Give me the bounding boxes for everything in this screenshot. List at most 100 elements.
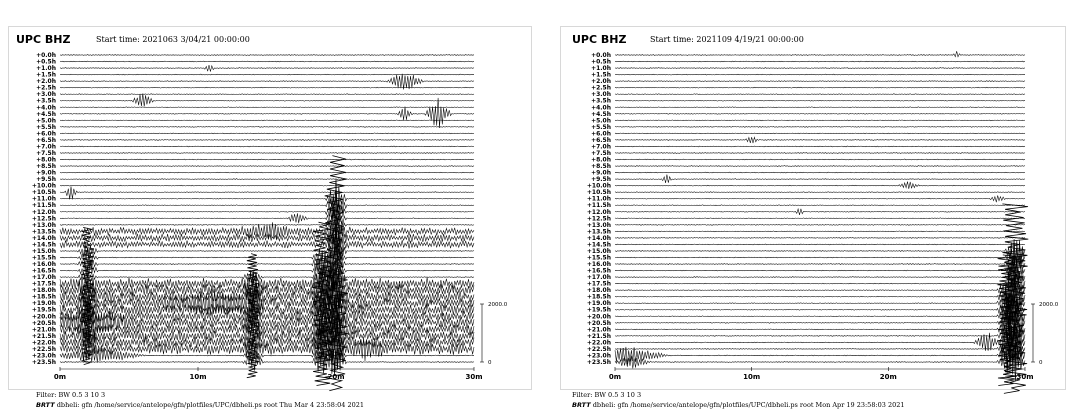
trace-line [59, 73, 475, 90]
trace-line [614, 106, 1026, 109]
row-label: +3.0h [591, 91, 611, 98]
trace-line [614, 230, 1026, 233]
trace-line [59, 299, 475, 335]
time-tick-label: 30m [465, 373, 482, 381]
trace-line [59, 347, 475, 370]
trace-line [59, 242, 475, 279]
trace-line [614, 119, 1026, 122]
station-title: UPC BHZ [572, 33, 627, 46]
row-label: +5.0h [36, 117, 56, 124]
row-label: +5.0h [591, 117, 611, 124]
row-label: +2.5h [591, 85, 611, 92]
trace-line [59, 320, 475, 351]
row-label: +6.5h [36, 137, 56, 144]
trace-line [614, 86, 1026, 89]
trace-line [614, 326, 1026, 366]
trace-line [59, 171, 475, 174]
trace-line [614, 136, 1026, 144]
row-label: +4.5h [36, 111, 56, 118]
row-label: +0.5h [591, 59, 611, 66]
footer-text: dbheli: gfn /home/service/antelope/gfn/p… [56, 401, 365, 409]
trace-line [59, 139, 475, 141]
scale-max-label: 2000.0 [1039, 302, 1059, 308]
row-label: +21.0h [587, 326, 611, 333]
row-label: +20.0h [587, 313, 611, 320]
trace-line [614, 93, 1026, 96]
row-label: +1.5h [591, 72, 611, 79]
event-spike [312, 221, 333, 386]
trace-line [614, 67, 1026, 69]
row-label: +18.5h [32, 294, 56, 301]
start-time: Start time: 2021109 4/19/21 00:00:00 [650, 35, 804, 44]
footer-line: BRTT dbheli: gfn /home/service/antelope/… [572, 401, 905, 409]
row-label: +14.0h [587, 235, 611, 242]
trace-line [59, 247, 475, 272]
trace-line [59, 158, 475, 161]
row-label: +16.0h [32, 261, 56, 268]
row-label: +23.0h [32, 352, 56, 359]
time-tick-label: 0m [609, 373, 621, 381]
row-label: +15.5h [587, 254, 611, 261]
event-spike [997, 254, 1017, 386]
time-tick-label: 10m [189, 373, 206, 381]
row-label: +13.5h [587, 228, 611, 235]
row-label: +22.5h [32, 346, 56, 353]
helicorder-panel-left: UPC BHZ Start time: 2021063 3/04/21 00:0… [8, 26, 532, 409]
trace-line [59, 145, 475, 148]
trace-line [614, 112, 1026, 115]
trace-line [59, 209, 475, 234]
brtt-logo: BRTT [572, 401, 591, 409]
row-label: +18.5h [587, 294, 611, 301]
row-label: +19.0h [587, 300, 611, 307]
row-label: +6.0h [591, 130, 611, 137]
trace-line [59, 275, 475, 321]
row-label: +19.0h [32, 300, 56, 307]
trace-line [614, 165, 1026, 167]
row-label: +12.0h [587, 209, 611, 216]
trace-line [614, 204, 1026, 207]
trace-line [59, 54, 475, 56]
row-label: +4.0h [36, 104, 56, 111]
time-tick-label: 20m [880, 373, 897, 381]
trace-line [59, 60, 475, 63]
trace-line [614, 323, 1026, 362]
trace-line [614, 60, 1026, 63]
trace-line [59, 231, 475, 261]
row-label: +12.0h [32, 209, 56, 216]
row-label: +18.0h [32, 287, 56, 294]
row-label: +17.5h [587, 281, 611, 288]
row-label: +9.0h [36, 170, 56, 177]
row-label: +1.0h [36, 65, 56, 72]
row-label: +1.0h [591, 65, 611, 72]
row-label: +11.0h [32, 196, 56, 203]
trace-line [59, 190, 475, 215]
trace-line [614, 51, 1026, 58]
row-label: +8.5h [591, 163, 611, 170]
trace-line [59, 204, 475, 226]
trace-line [614, 317, 1026, 358]
trace-line [614, 260, 1026, 291]
row-label: +3.5h [591, 98, 611, 105]
trace-line [59, 126, 475, 128]
row-label: +23.5h [32, 359, 56, 366]
row-label: +23.0h [587, 352, 611, 359]
panel-frame [560, 26, 1066, 390]
trace-line [614, 132, 1026, 135]
row-label: +16.5h [32, 268, 56, 275]
row-label: +10.5h [587, 189, 611, 196]
trace-line [59, 313, 475, 346]
trace-line [614, 303, 1026, 346]
trace-line [59, 294, 475, 330]
trace-line [59, 73, 475, 76]
row-label: +6.0h [36, 130, 56, 137]
helicorder-plot: +0.0h+0.5h+1.0h+1.5h+2.0h+2.5h+3.0h+3.5h… [32, 52, 508, 392]
row-label: +12.5h [587, 215, 611, 222]
trace-line [614, 257, 1026, 294]
helicorder-panel-right: UPC BHZ Start time: 2021109 4/19/21 00:0… [552, 0, 1074, 412]
row-label: +17.0h [587, 274, 611, 281]
trace-line [614, 309, 1026, 348]
footer-line: BRTT dbheli: gfn /home/service/antelope/… [36, 401, 364, 409]
trace-line [614, 237, 1026, 239]
row-label: +11.5h [587, 202, 611, 209]
filter-label: Filter: BW 0.5 3 10 3 [572, 391, 642, 399]
